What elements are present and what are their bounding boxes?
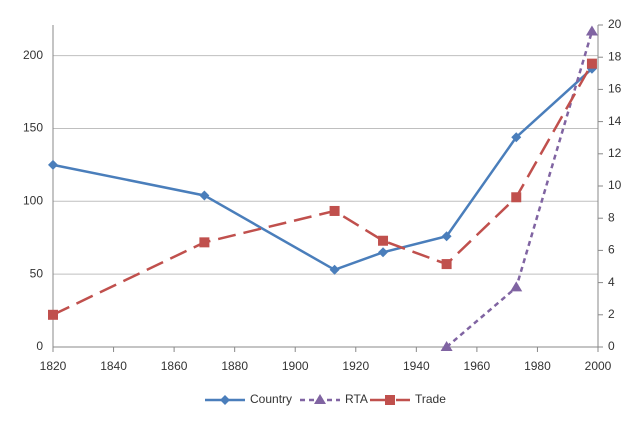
point (510, 281, 523, 292)
point (329, 264, 340, 275)
x-tick-label: 2000 (585, 359, 612, 373)
series-line (445, 31, 594, 348)
series-line (52, 63, 594, 316)
x-tick-label: 1980 (524, 359, 551, 373)
point (511, 192, 522, 203)
point (441, 259, 452, 270)
point (378, 247, 389, 258)
point (511, 132, 522, 143)
y-tick-label: 50 (30, 266, 44, 280)
point (329, 205, 340, 216)
point (385, 395, 395, 405)
x-tick-label: 1880 (221, 359, 248, 373)
y2-tick-label: 6 (608, 243, 615, 257)
y2-tick-label: 18 (608, 49, 622, 63)
y2-tick-label: 2 (608, 307, 615, 321)
y2-tick-label: 10 (608, 178, 622, 192)
legend-label: RTA (345, 392, 368, 406)
y2-tick-label: 4 (608, 275, 615, 289)
y-tick-label: 150 (23, 121, 43, 135)
point (48, 159, 58, 170)
point (199, 237, 210, 248)
point (441, 231, 452, 242)
y2-tick-label: 8 (608, 210, 615, 224)
y-tick-label: 200 (23, 48, 43, 62)
point (220, 395, 230, 405)
legend-label: Country (250, 392, 292, 406)
x-tick-label: 1840 (100, 359, 127, 373)
x-tick-label: 1960 (464, 359, 491, 373)
legend-label: Trade (415, 392, 446, 406)
point (378, 235, 389, 246)
y2-tick-label: 0 (608, 339, 615, 353)
point (585, 25, 598, 36)
y2-tick-label: 12 (608, 146, 622, 160)
y2-tick-label: 20 (608, 17, 622, 31)
x-tick-label: 1900 (282, 359, 309, 373)
x-tick-label: 1860 (161, 359, 188, 373)
y2-tick-label: 16 (608, 82, 622, 96)
series-line (52, 67, 593, 272)
point (199, 190, 210, 201)
x-tick-label: 1940 (403, 359, 430, 373)
y2-tick-label: 14 (608, 114, 622, 128)
point (314, 394, 326, 404)
point (586, 63, 597, 74)
point (586, 58, 597, 69)
x-tick-label: 1820 (40, 359, 67, 373)
x-tick-label: 1920 (342, 359, 369, 373)
y-tick-label: 100 (23, 193, 43, 207)
y-tick-label: 0 (36, 339, 43, 353)
point (48, 309, 58, 320)
point (440, 341, 453, 351)
